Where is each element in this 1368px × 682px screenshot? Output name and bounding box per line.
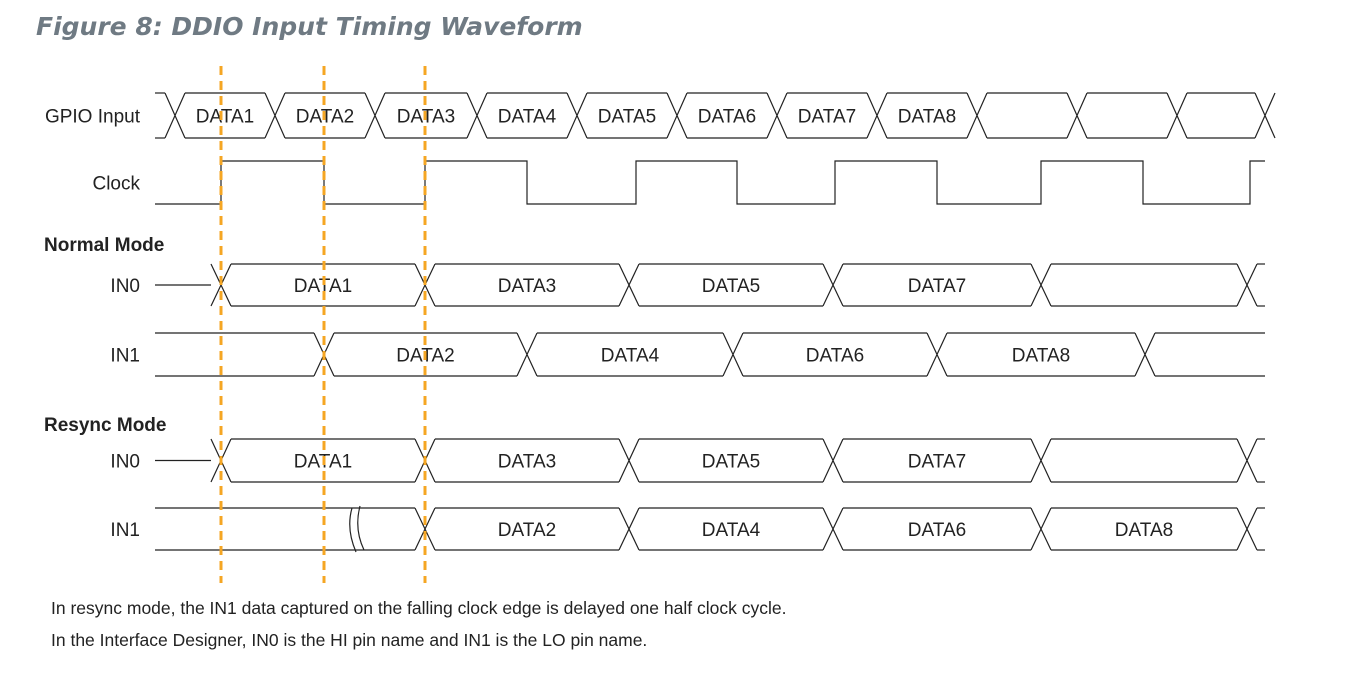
bus-cell-label: DATA6 [806, 346, 864, 367]
bus-cell-label: DATA1 [294, 276, 352, 297]
bus-transition [414, 507, 436, 551]
bus-transition [1236, 507, 1258, 551]
bus-cell-label: DATA7 [908, 276, 966, 297]
bus-transition [1166, 92, 1188, 139]
bus-transition [618, 438, 640, 483]
bus-transition [1030, 438, 1052, 483]
bus-transition [822, 263, 844, 307]
section-resync-mode: Resync Mode [44, 415, 166, 436]
bus-transition [618, 263, 640, 307]
bus-transition [364, 92, 386, 139]
bus-transition [1254, 92, 1276, 139]
bus-cell-label: DATA1 [196, 107, 254, 128]
figure-title: Figure 8: DDIO Input Timing Waveform [36, 12, 583, 41]
bus-transition [164, 92, 186, 139]
signal-label-clock: Clock [92, 174, 140, 195]
bus-cell-label: DATA7 [908, 452, 966, 473]
bus-transition [566, 92, 588, 139]
bus-transition [618, 507, 640, 551]
signal-label-normal-in0: IN0 [110, 276, 140, 297]
note-pin-names: In the Interface Designer, IN0 is the HI… [51, 630, 648, 650]
bus-cell-label: DATA5 [702, 452, 760, 473]
bus-cell-label: DATA8 [898, 107, 956, 128]
bus-cell-label: DATA8 [1012, 346, 1070, 367]
bus-cell-label: DATA4 [498, 107, 557, 128]
signal-label-resync-in0: IN0 [110, 452, 140, 473]
bus-transition [822, 507, 844, 551]
signal-label-resync-in1: IN1 [110, 520, 140, 541]
break-marker-icon [349, 505, 365, 553]
bus-transition [1236, 263, 1258, 307]
bus-cell-label: DATA3 [498, 276, 556, 297]
bus-cell-label: DATA7 [798, 107, 856, 128]
bus-cell-label: DATA6 [698, 107, 756, 128]
bus-cell-label: DATA3 [498, 452, 556, 473]
bus-transition [822, 438, 844, 483]
bus-transition [1134, 332, 1156, 377]
bus-transition [666, 92, 688, 139]
bus-cell-label: DATA6 [908, 520, 966, 541]
bus-cell-label: DATA4 [601, 346, 660, 367]
bus-cell-label: DATA4 [702, 520, 761, 541]
bus-transition [466, 92, 488, 139]
clock-waveform [155, 160, 1265, 205]
signal-label-normal-in1: IN1 [110, 346, 140, 367]
bus-transition [1066, 92, 1088, 139]
bus-transition [264, 92, 286, 139]
bus-transition [516, 332, 538, 377]
bus-transition [926, 332, 948, 377]
bus-transition [766, 92, 788, 139]
bus-transition [1030, 507, 1052, 551]
note-resync: In resync mode, the IN1 data captured on… [51, 598, 787, 618]
bus-transition [1030, 263, 1052, 307]
section-normal-mode: Normal Mode [44, 235, 164, 256]
bus-transition [966, 92, 988, 139]
bus-cell-label: DATA8 [1115, 520, 1173, 541]
bus-transition [1236, 438, 1258, 483]
bus-transition [866, 92, 888, 139]
bus-cell-label: DATA5 [702, 276, 760, 297]
bus-cell-label: DATA2 [498, 520, 556, 541]
bus-cell-label: DATA5 [598, 107, 656, 128]
signal-label-gpio: GPIO Input [45, 107, 141, 128]
bus-transition [722, 332, 744, 377]
